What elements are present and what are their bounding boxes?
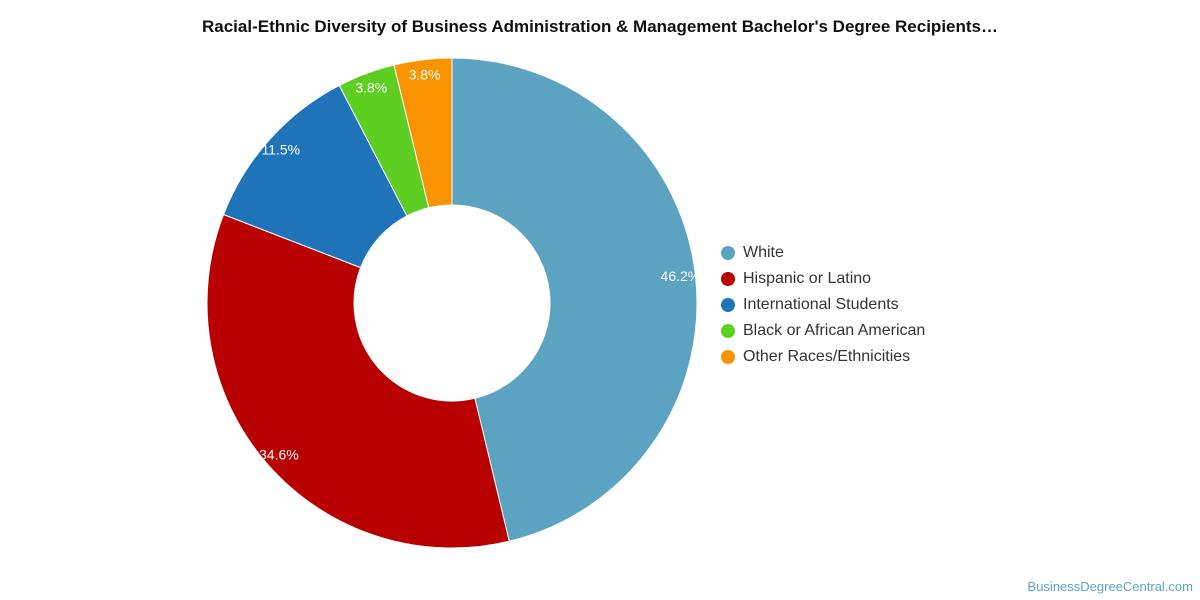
donut-slice-white[interactable] (451, 57, 698, 542)
legend-item[interactable]: Hispanic or Latino (721, 266, 925, 292)
legend: White Hispanic or Latino International Stu… (721, 240, 925, 370)
chart-title: Racial-Ethnic Diversity of Business Admi… (201, 17, 998, 36)
legend-label: Hispanic or Latino (743, 270, 872, 287)
donut-slice-international-students[interactable] (222, 84, 408, 269)
slice-value-label: 46.2% (661, 268, 701, 284)
legend-label: Other Races/Ethnicities (743, 348, 911, 365)
legend-label: International Students (743, 296, 899, 313)
legend-swatch-icon (721, 350, 735, 364)
donut-slice-hispanic-or-latino[interactable] (206, 213, 510, 549)
slice-value-label: 3.8% (355, 80, 387, 96)
slice-value-label: 34.6% (259, 446, 299, 462)
legend-swatch-icon (721, 246, 735, 260)
slice-value-label: 3.8% (409, 67, 441, 83)
donut-slices (206, 57, 698, 549)
legend-swatch-icon (721, 324, 735, 338)
slice-labels: 46.2% 34.6% 11.5% 3.8% 3.8% (259, 67, 700, 463)
donut-slice-other-races-ethnicities[interactable] (393, 57, 453, 209)
legend-item[interactable]: Other Races/Ethnicities (721, 344, 925, 370)
legend-label: Black or African American (743, 322, 926, 339)
legend-swatch-icon (721, 272, 735, 286)
slice-value-label: 11.5% (261, 141, 300, 157)
legend-item[interactable]: International Students (721, 292, 925, 318)
legend-swatch-icon (721, 298, 735, 312)
legend-item[interactable]: White (721, 240, 925, 266)
legend-item[interactable]: Black or African American (721, 318, 925, 344)
source-credit-link[interactable]: BusinessDegreeCentral.com (1027, 579, 1193, 594)
legend-label: White (743, 244, 784, 261)
